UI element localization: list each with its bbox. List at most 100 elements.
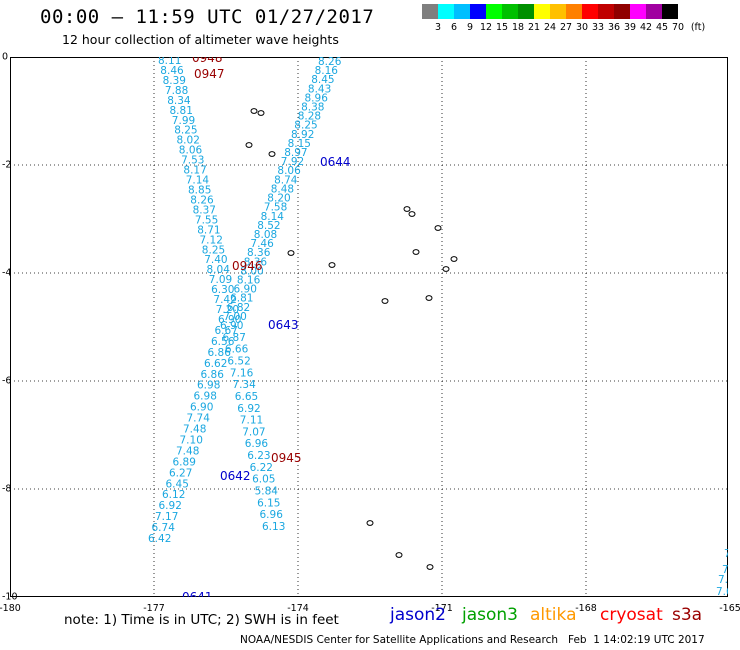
wave-height-label: 8.92 xyxy=(291,129,314,141)
wave-height-label: 7.74 xyxy=(187,413,211,425)
pass-time-label: 0945 xyxy=(271,451,302,465)
legend-jason2: jason2 xyxy=(390,605,446,625)
wave-height-label: 7.10 xyxy=(180,434,203,446)
color-swatch xyxy=(598,4,614,19)
wave-height-label: 8.28 xyxy=(298,111,321,123)
color-swatch xyxy=(518,4,534,19)
wave-height-label: 7.55 xyxy=(195,214,218,226)
wave-height-label: 6.42 xyxy=(148,533,171,545)
legend-s3a: s3a xyxy=(672,605,703,625)
color-scale-label: 30 xyxy=(575,22,589,33)
wave-height-label: 6.89 xyxy=(173,456,196,468)
color-scale-label: 70 xyxy=(671,22,685,33)
wave-height-label: 8.74 xyxy=(274,174,298,186)
wave-height-label: 8.25 xyxy=(202,244,225,256)
x-tick-label: -168 xyxy=(575,603,597,614)
wave-height-label: 8.39 xyxy=(163,75,186,87)
wave-height-label: 6.86 xyxy=(201,369,225,381)
x-tick-label: -165 xyxy=(719,603,740,614)
wave-height-label: 8.00 xyxy=(240,265,263,277)
wave-height-label: 8.16 xyxy=(315,65,339,77)
wave-height-label: 6.82 xyxy=(227,302,250,314)
wave-height-label: 8.25 xyxy=(174,125,197,137)
color-scale-label: 24 xyxy=(543,22,557,33)
color-scale-label: 39 xyxy=(623,22,637,33)
island-outline xyxy=(412,249,420,255)
wave-height-label: 8.71 xyxy=(197,224,220,236)
wave-height-label: 6.66 xyxy=(225,344,249,356)
wave-height-label: 7.92 xyxy=(281,156,304,168)
wave-height-label: 8.26 xyxy=(190,195,214,207)
wave-height-label: 7.11 xyxy=(240,415,263,427)
wave-height-label: 6.56 xyxy=(211,336,235,348)
wave-height-label: 8.81 xyxy=(170,105,193,117)
wave-height-label: 7.14 xyxy=(186,175,210,187)
wave-height-label: 8.46 xyxy=(160,65,184,77)
wave-height-label: 6.98 xyxy=(197,380,220,392)
wave-height-label: 8.26 xyxy=(318,57,342,68)
wave-height-label: 6.15 xyxy=(257,497,280,509)
wave-height-label: 7.00 xyxy=(223,311,246,323)
wave-height-label: 8.15 xyxy=(288,138,311,150)
wave-height-label: 6.96 xyxy=(245,438,269,450)
wave-height-label: 7.48 xyxy=(176,445,199,457)
wave-height-label: 6.92 xyxy=(159,500,182,512)
wave-height-label: 7.58 xyxy=(264,202,287,214)
wave-height-label: 7.34 xyxy=(232,379,256,391)
wave-height-label: 8.11 xyxy=(158,57,181,67)
wave-height-label: 6.12 xyxy=(162,489,185,501)
color-scale-label: (ft) xyxy=(690,22,706,33)
color-swatch xyxy=(662,4,678,19)
color-scale-bar xyxy=(422,4,678,19)
island-outline xyxy=(434,225,442,231)
y-tick-label: -6 xyxy=(2,375,12,387)
wave-height-label: 8.36 xyxy=(244,256,268,268)
wave-height-label: 7.07 xyxy=(242,426,265,438)
island-outline xyxy=(328,262,336,268)
wave-height-label: 7.18 xyxy=(718,574,728,586)
color-swatch xyxy=(502,4,518,19)
wave-height-label: 6.81 xyxy=(230,293,253,305)
island-outline xyxy=(287,250,295,256)
wave-height-label: 7.4 xyxy=(722,564,728,576)
wave-height-label: 6.87 xyxy=(223,332,246,344)
pass-time-label: 0643 xyxy=(268,318,299,332)
color-swatch xyxy=(614,4,630,19)
pass-time-label: 0641 xyxy=(182,590,213,597)
color-swatch xyxy=(582,4,598,19)
wave-height-label: 8.17 xyxy=(183,165,206,177)
x-tick-label: -180 xyxy=(0,603,21,614)
island-outline xyxy=(395,552,403,558)
color-swatch xyxy=(486,4,502,19)
wave-height-label: 7.12 xyxy=(200,234,223,246)
pass-time-label: 0644 xyxy=(320,155,351,169)
color-swatch xyxy=(438,4,454,19)
x-tick-label: -177 xyxy=(143,603,165,614)
color-swatch xyxy=(534,4,550,19)
wave-height-label: 6.22 xyxy=(250,462,273,474)
island-outline xyxy=(425,295,433,301)
color-scale-label: 9 xyxy=(466,22,474,33)
wave-height-label: 7.99 xyxy=(172,115,195,127)
wave-height-label: 6.96 xyxy=(260,509,284,521)
wave-height-label: 6.90 xyxy=(190,402,213,414)
legend-altika: altika xyxy=(530,605,577,625)
color-swatch xyxy=(566,4,582,19)
wave-height-label: 6.98 xyxy=(194,391,217,403)
island-outline xyxy=(426,564,434,570)
color-swatch xyxy=(470,4,486,19)
wave-height-label: 7.88 xyxy=(165,85,188,97)
pass-time-label: 0947 xyxy=(194,67,225,81)
wave-height-label: 6.30 xyxy=(211,284,234,296)
wave-height-label: 6.86 xyxy=(208,347,232,359)
wave-height-label: 7.46 xyxy=(250,238,274,250)
wave-height-label: 5.84 xyxy=(255,486,279,498)
color-scale-label: 36 xyxy=(607,22,621,33)
color-scale-label: 33 xyxy=(591,22,605,33)
wave-height-label: 7.20 xyxy=(216,304,239,316)
x-tick-label: -171 xyxy=(431,603,453,614)
wave-height-label: 6.65 xyxy=(235,391,258,403)
wave-height-label: 6.90 xyxy=(218,314,241,326)
wave-height-label: 8.20 xyxy=(267,193,290,205)
wave-height-label: 8.02 xyxy=(177,135,200,147)
